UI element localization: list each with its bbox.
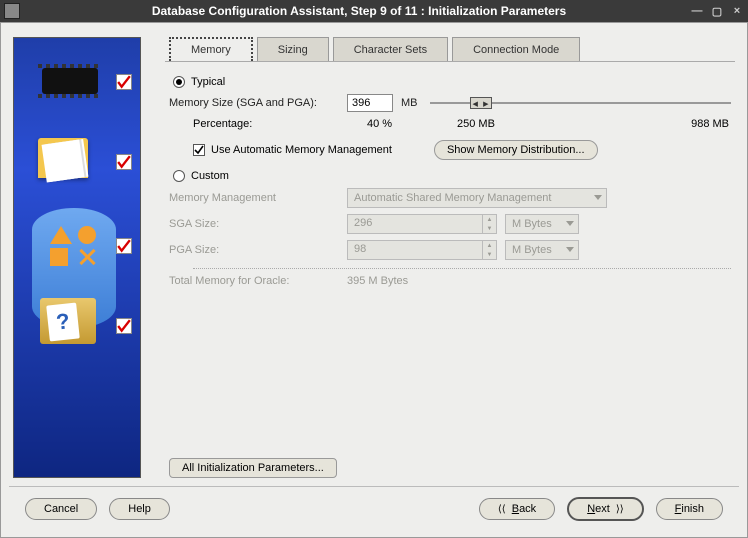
close-icon[interactable]: × <box>730 4 744 18</box>
radio-custom-label: Custom <box>191 170 229 182</box>
pga-size-label: PGA Size: <box>169 244 339 256</box>
slider-min-label: 250 MB <box>457 118 607 130</box>
titlebar: Database Configuration Assistant, Step 9… <box>0 0 748 22</box>
percentage-label: Percentage: <box>193 118 367 130</box>
memory-management-label: Memory Management <box>169 192 339 204</box>
tab-memory[interactable]: Memory <box>169 37 253 61</box>
main-panel: Memory Sizing Character Sets Connection … <box>165 37 735 478</box>
total-memory-label: Total Memory for Oracle: <box>169 275 339 287</box>
auto-memory-mgmt-label: Use Automatic Memory Management <box>211 144 392 156</box>
step-icon-question-folder: ? <box>40 298 96 344</box>
pga-size-value: 98 <box>348 241 482 259</box>
window-title: Database Configuration Assistant, Step 9… <box>28 4 690 18</box>
step-check-4 <box>116 318 132 334</box>
finish-button-label: Finish <box>675 503 704 515</box>
memory-size-unit: MB <box>401 97 418 109</box>
pga-unit-value: M Bytes <box>512 244 552 256</box>
pga-size-spinner: 98 ▲▼ <box>347 240 497 260</box>
memory-size-slider[interactable]: ◀▶ <box>430 95 732 111</box>
tabs: Memory Sizing Character Sets Connection … <box>169 37 735 61</box>
next-button[interactable]: Next ⟩⟩ <box>567 497 643 521</box>
finish-button[interactable]: Finish <box>656 498 723 520</box>
step-check-3 <box>116 238 132 254</box>
pga-unit-dropdown: M Bytes <box>505 240 579 260</box>
radio-typical-label: Typical <box>191 76 225 88</box>
sga-unit-value: M Bytes <box>512 218 552 230</box>
chevron-right-icon: ⟩⟩ <box>616 504 624 515</box>
chevron-down-icon <box>594 195 602 200</box>
wizard-sidebar: ? <box>13 37 141 478</box>
sga-size-spinner: 296 ▲▼ <box>347 214 497 234</box>
back-button[interactable]: ⟨⟨ Back <box>479 498 555 520</box>
tab-connection-mode[interactable]: Connection Mode <box>452 37 580 61</box>
next-button-label: Next <box>587 503 610 515</box>
step-icon-shapes <box>50 226 98 266</box>
sga-size-value: 296 <box>348 215 482 233</box>
back-button-label: Back <box>512 503 536 515</box>
window-body: ? Memory Sizing Character Sets Connectio… <box>0 22 748 538</box>
cancel-button[interactable]: Cancel <box>25 498 97 520</box>
step-icon-folder <box>38 138 88 178</box>
memory-size-input[interactable] <box>347 94 393 112</box>
minimize-icon[interactable]: — <box>690 4 704 18</box>
slider-max-label: 988 MB <box>607 118 731 130</box>
help-button[interactable]: Help <box>109 498 170 520</box>
radio-typical[interactable] <box>173 76 185 88</box>
memory-size-label: Memory Size (SGA and PGA): <box>169 97 339 109</box>
step-icon-chip <box>42 68 98 94</box>
step-check-1 <box>116 74 132 90</box>
all-init-params-button[interactable]: All Initialization Parameters... <box>169 458 337 478</box>
app-icon <box>4 3 20 19</box>
step-check-2 <box>116 154 132 170</box>
radio-custom[interactable] <box>173 170 185 182</box>
chevron-down-icon <box>566 221 574 226</box>
total-memory-value: 395 M Bytes <box>347 275 408 287</box>
footer: Cancel Help ⟨⟨ Back Next ⟩⟩ Finish <box>1 487 747 537</box>
memory-management-value: Automatic Shared Memory Management <box>354 192 551 204</box>
separator <box>193 268 731 269</box>
maximize-icon[interactable]: ▢ <box>710 4 724 18</box>
show-memory-distribution-button[interactable]: Show Memory Distribution... <box>434 140 598 160</box>
chevron-down-icon <box>566 247 574 252</box>
memory-management-dropdown: Automatic Shared Memory Management <box>347 188 607 208</box>
percentage-value: 40 % <box>367 118 457 130</box>
tab-sizing[interactable]: Sizing <box>257 37 329 61</box>
memory-panel: Typical Memory Size (SGA and PGA): MB ◀▶… <box>165 61 735 454</box>
tab-character-sets[interactable]: Character Sets <box>333 37 448 61</box>
checkbox-auto-memory-mgmt[interactable] <box>193 144 205 156</box>
chevron-left-icon: ⟨⟨ <box>498 504 506 515</box>
sga-unit-dropdown: M Bytes <box>505 214 579 234</box>
sga-size-label: SGA Size: <box>169 218 339 230</box>
